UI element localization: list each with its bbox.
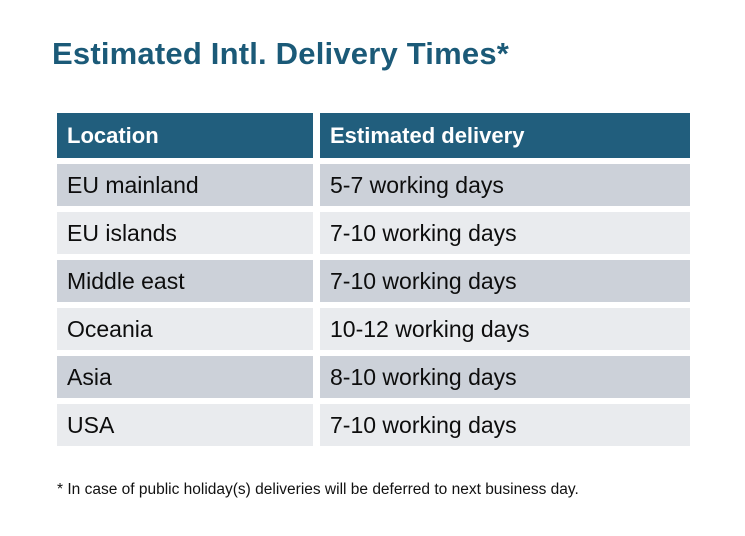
column-header-estimated-delivery: Estimated delivery bbox=[320, 113, 690, 158]
cell-delivery: 5-7 working days bbox=[320, 164, 690, 206]
cell-delivery: 8-10 working days bbox=[320, 356, 690, 398]
page-title: Estimated Intl. Delivery Times* bbox=[52, 36, 510, 71]
cell-location: Oceania bbox=[57, 308, 313, 350]
footnote: * In case of public holiday(s) deliverie… bbox=[57, 481, 579, 498]
cell-location: Asia bbox=[57, 356, 313, 398]
cell-delivery: 7-10 working days bbox=[320, 212, 690, 254]
cell-location: Middle east bbox=[57, 260, 313, 302]
delivery-times-table: Location Estimated delivery EU mainland … bbox=[57, 113, 690, 446]
cell-location: EU mainland bbox=[57, 164, 313, 206]
cell-delivery: 10-12 working days bbox=[320, 308, 690, 350]
cell-location: USA bbox=[57, 404, 313, 446]
cell-delivery: 7-10 working days bbox=[320, 260, 690, 302]
cell-delivery: 7-10 working days bbox=[320, 404, 690, 446]
column-header-location: Location bbox=[57, 113, 313, 158]
cell-location: EU islands bbox=[57, 212, 313, 254]
